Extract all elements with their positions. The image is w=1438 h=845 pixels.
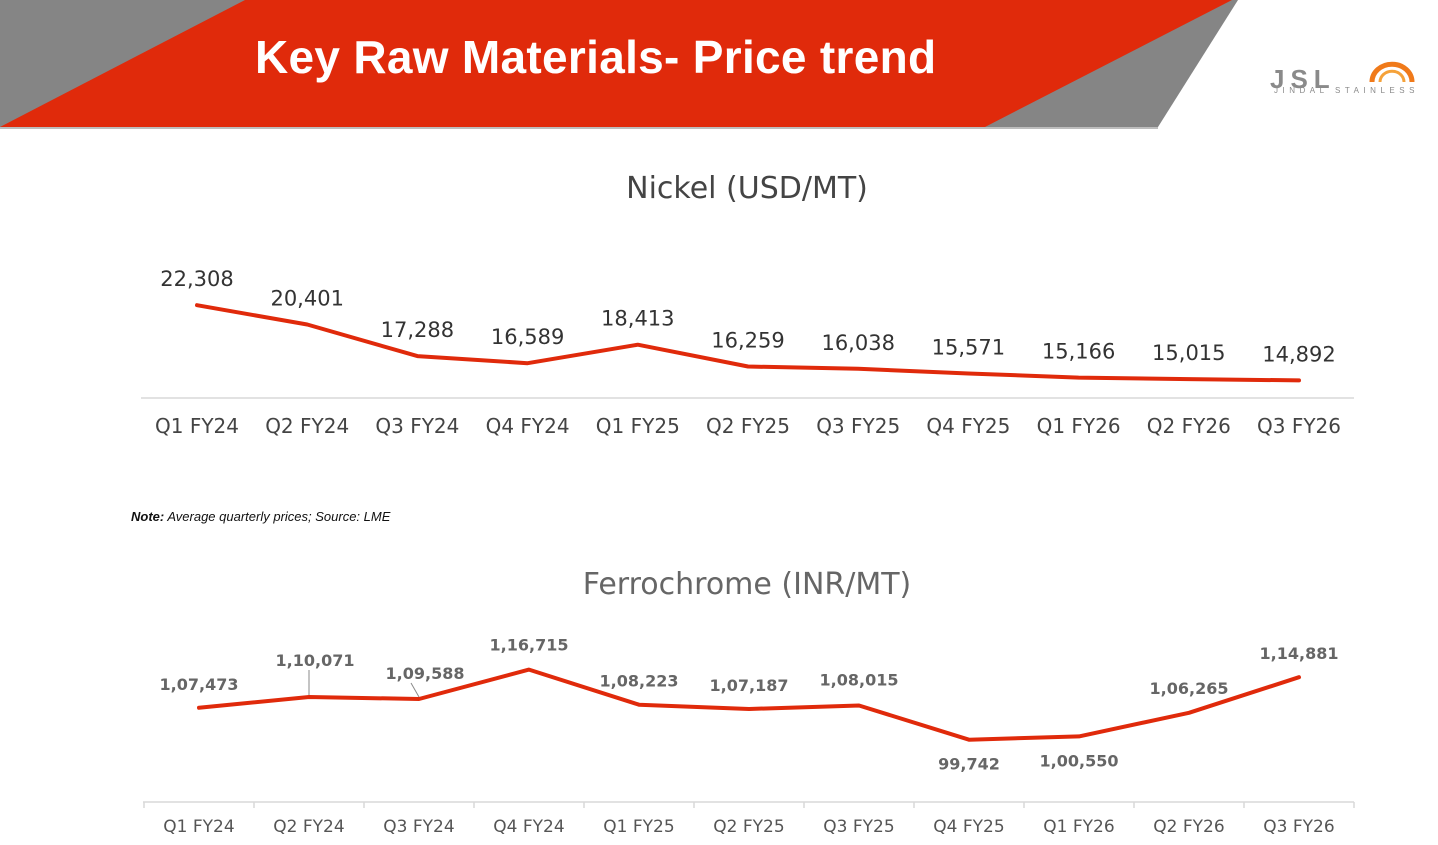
tick-label: Q3 FY26 — [1257, 414, 1341, 438]
data-label: 17,288 — [381, 318, 454, 342]
data-label: 1,10,071 — [276, 651, 355, 670]
logo-subtitle: JINDAL STAINLESS — [1274, 86, 1419, 95]
tick-label: Q4 FY24 — [486, 414, 570, 438]
note-text: Average quarterly prices; Source: LME — [164, 509, 391, 524]
data-label: 1,07,473 — [160, 675, 239, 694]
data-label: 16,589 — [491, 325, 564, 349]
tick-label: Q3 FY25 — [816, 414, 900, 438]
jsl-logo — [1369, 61, 1415, 83]
ferrochrome-chart-title: Ferrochrome (INR/MT) — [583, 567, 912, 602]
data-label: 20,401 — [270, 287, 343, 311]
data-label: 1,06,265 — [1150, 679, 1229, 698]
tick-label: Q1 FY24 — [163, 817, 234, 837]
nickel-chart: Nickel (USD/MT) 22,308 20,401 17,288 16,589… — [141, 171, 1354, 438]
ferrochrome-leader-lines — [308, 670, 420, 698]
header-banner — [0, 0, 1238, 129]
data-label: 1,14,881 — [1260, 644, 1339, 663]
logo-arc-icon — [1369, 61, 1415, 83]
data-label: 16,038 — [821, 331, 894, 355]
data-label: 18,413 — [601, 307, 674, 331]
data-label: 16,259 — [711, 329, 784, 353]
tick-label: Q1 FY25 — [603, 817, 674, 837]
page-title: Key Raw Materials- Price trend — [255, 31, 937, 83]
tick-label: Q1 FY24 — [155, 414, 239, 438]
tick-label: Q4 FY25 — [933, 817, 1004, 837]
tick-label: Q3 FY26 — [1263, 817, 1334, 837]
tick-label: Q2 FY25 — [706, 414, 790, 438]
data-label: 22,308 — [160, 267, 233, 291]
nickel-data-labels: 22,308 20,401 17,288 16,589 18,413 16,259 16,0… — [160, 267, 1335, 366]
ferrochrome-axis-tickmarks — [143, 802, 1355, 808]
tick-label: Q3 FY24 — [375, 414, 459, 438]
leader-line — [410, 682, 420, 698]
data-label: 99,742 — [938, 755, 1000, 774]
source-note: Note: Average quarterly prices; Source: … — [131, 509, 390, 524]
ferrochrome-series-line — [197, 667, 1301, 742]
data-label: 1,07,187 — [710, 676, 789, 695]
data-label: 1,00,550 — [1040, 751, 1119, 770]
nickel-chart-title: Nickel (USD/MT) — [626, 171, 868, 206]
data-label: 15,015 — [1152, 341, 1225, 365]
tick-label: Q3 FY24 — [383, 817, 454, 837]
tick-label: Q2 FY24 — [265, 414, 349, 438]
header-red-band — [0, 0, 1232, 127]
ferrochrome-tick-labels: Q1 FY24 Q2 FY24 Q3 FY24 Q4 FY24 Q1 FY25 Q2 FY… — [163, 817, 1334, 837]
data-label: 15,571 — [932, 335, 1005, 359]
ferrochrome-chart: Ferrochrome (INR/MT) 1,07,4731,10,0711,0… — [143, 567, 1355, 837]
logo-arc-inner-icon — [1378, 69, 1406, 83]
tick-label: Q3 FY25 — [823, 817, 894, 837]
tick-label: Q2 FY24 — [273, 817, 344, 837]
nickel-series-line — [195, 303, 1301, 383]
tick-label: Q1 FY26 — [1037, 414, 1121, 438]
tick-label: Q2 FY25 — [713, 817, 784, 837]
data-label: 1,09,588 — [386, 664, 465, 683]
tick-label: Q4 FY25 — [926, 414, 1010, 438]
data-label: 1,16,715 — [490, 636, 569, 655]
note-label: Note: — [131, 509, 165, 524]
data-label: 14,892 — [1262, 342, 1335, 366]
data-label: 1,08,015 — [820, 671, 899, 690]
tick-label: Q1 FY26 — [1043, 817, 1114, 837]
data-label: 15,166 — [1042, 340, 1115, 364]
logo-text: JSL — [1270, 64, 1336, 94]
tick-label: Q4 FY24 — [493, 817, 564, 837]
data-label: 1,08,223 — [600, 672, 679, 691]
tick-label: Q2 FY26 — [1147, 414, 1231, 438]
tick-label: Q2 FY26 — [1153, 817, 1224, 837]
ferrochrome-data-labels: 1,07,473 1,10,071 1,09,588 1,16,715 1,08,223… — [160, 636, 1339, 774]
nickel-tick-labels: Q1 FY24 Q2 FY24 Q3 FY24 Q4 FY24 Q1 FY25 Q2 FY… — [155, 414, 1341, 438]
tick-label: Q1 FY25 — [596, 414, 680, 438]
